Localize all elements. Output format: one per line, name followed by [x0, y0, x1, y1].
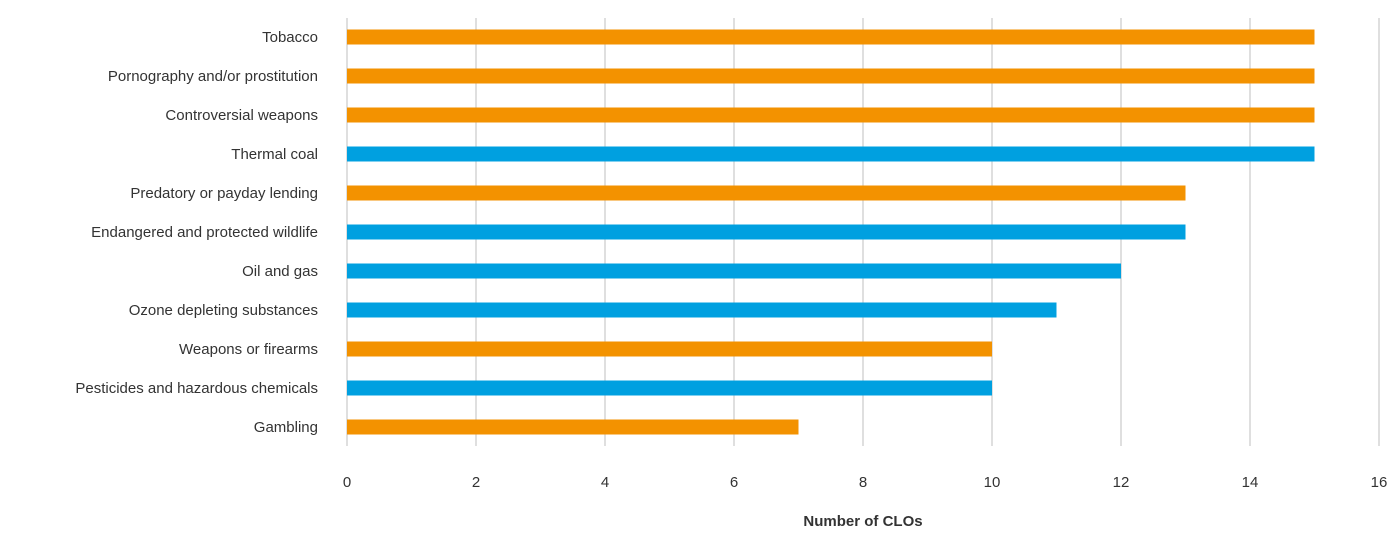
x-tick-label: 16 [1371, 474, 1388, 491]
bar [347, 263, 1121, 279]
category-label: Tobacco [262, 29, 318, 46]
category-label: Gambling [254, 419, 318, 436]
category-label: Endangered and protected wildlife [91, 224, 318, 241]
x-tick-label: 0 [343, 474, 351, 491]
x-tick-label: 10 [984, 474, 1001, 491]
bar [347, 185, 1186, 201]
bar [347, 107, 1315, 123]
category-label: Predatory or payday lending [130, 185, 318, 202]
x-tick-label: 4 [601, 474, 609, 491]
bar [347, 224, 1186, 240]
x-tick-label: 12 [1113, 474, 1130, 491]
bar [347, 302, 1057, 318]
x-tick-label: 2 [472, 474, 480, 491]
category-label: Thermal coal [231, 146, 318, 163]
category-labels: Tobacco Pornography and/or prostitution Co… [75, 29, 318, 436]
bar [347, 68, 1315, 84]
category-label: Weapons or firearms [179, 341, 318, 358]
x-axis-title: Number of CLOs [803, 513, 922, 530]
category-label: Pesticides and hazardous chemicals [75, 380, 318, 397]
bar [347, 29, 1315, 45]
category-label: Pornography and/or prostitution [108, 68, 318, 85]
x-tick-label: 8 [859, 474, 867, 491]
category-label: Controversial weapons [165, 107, 318, 124]
bar [347, 419, 799, 435]
category-label: Oil and gas [242, 263, 318, 280]
bar [347, 146, 1315, 162]
bars [347, 29, 1315, 435]
category-label: Ozone depleting substances [129, 302, 318, 319]
x-tick-labels: 0 2 4 6 8 10 12 14 16 [343, 474, 1388, 491]
x-tick-label: 6 [730, 474, 738, 491]
bar [347, 380, 992, 396]
bar [347, 341, 992, 357]
x-tick-label: 14 [1242, 474, 1259, 491]
